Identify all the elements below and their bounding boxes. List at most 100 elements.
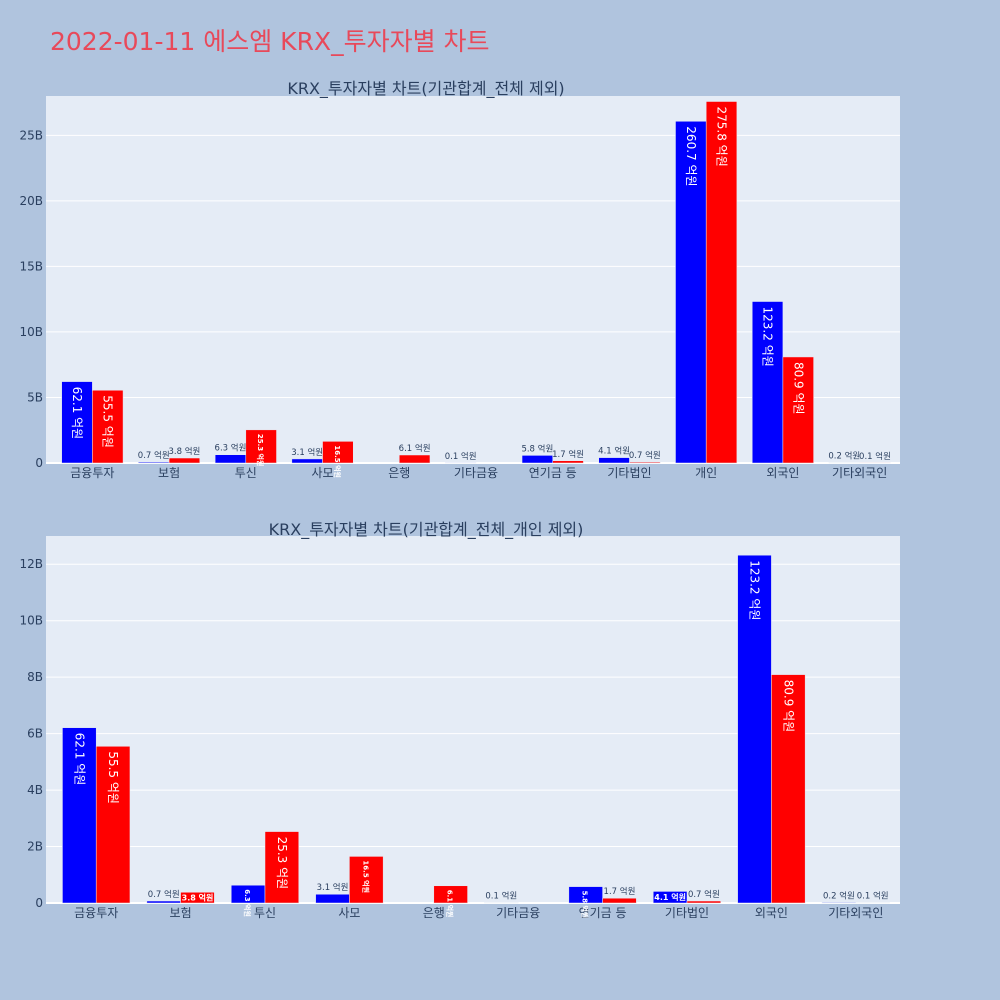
bar	[598, 457, 630, 464]
data-label: 275.8 억원	[715, 107, 729, 167]
bar	[771, 674, 806, 904]
data-label: 16.5 억원	[361, 860, 370, 893]
bar	[782, 356, 814, 464]
bar	[214, 454, 247, 464]
x-tick-label: 금융투자	[74, 906, 118, 920]
data-label: 3.8 억원	[168, 446, 200, 457]
data-label: 260.7 억원	[684, 126, 698, 186]
x-tick-label: 보험	[158, 466, 180, 480]
data-label: 1.7 억원	[604, 886, 636, 897]
bar	[751, 301, 784, 464]
y-tick-label: 10B	[19, 325, 43, 339]
y-tick-label: 4B	[27, 783, 43, 797]
y-tick-label: 0	[35, 456, 43, 470]
y-tick-label: 15B	[19, 259, 43, 273]
x-tick-label: 개인	[695, 466, 717, 480]
chart-title: KRX_투자자별 차트(기관합계_전체 제외)	[287, 79, 564, 99]
data-label: 1.7 억원	[552, 449, 584, 460]
data-label: 0.7 억원	[148, 889, 180, 900]
data-label: 0.1 억원	[857, 891, 889, 902]
y-tick-label: 8B	[27, 670, 43, 684]
chart-2: 0 2B 4B 6B 8B 10B 12B KRX_투자자별 차트(기관합계_전체_개인 제외…	[19, 520, 900, 920]
bar	[62, 727, 97, 904]
bar	[399, 454, 431, 464]
bar	[264, 831, 300, 904]
y-tick-label: 20B	[19, 194, 43, 208]
bar	[291, 458, 323, 464]
x-tick-label: 기타외국인	[832, 466, 887, 480]
bar	[349, 856, 384, 904]
data-label: 6.1 억원	[446, 890, 455, 918]
y-tick-label: 0	[35, 896, 43, 910]
data-label: 5.8 억원	[521, 443, 553, 454]
bar	[245, 429, 277, 464]
data-label: 3.8 억원	[182, 893, 214, 903]
x-tick-label: 은행	[423, 905, 445, 920]
data-label: 0.1 억원	[485, 891, 517, 902]
bar	[705, 101, 738, 464]
data-label: 3.1 억원	[291, 447, 323, 458]
bar	[568, 886, 603, 904]
chart-title: KRX_투자자별 차트(기관합계_전체_개인 제외)	[269, 520, 584, 540]
bar	[686, 900, 722, 904]
data-label: 80.9 억원	[781, 680, 795, 733]
bar	[629, 461, 661, 464]
x-tick-label: 투신	[254, 906, 276, 920]
data-label: 25.3 억원	[275, 837, 289, 890]
data-label: 55.5 억원	[101, 395, 115, 448]
x-tick-label: 외국인	[755, 906, 788, 920]
x-tick-label: 금융투자	[70, 466, 114, 480]
bar	[433, 885, 468, 904]
bar	[61, 381, 93, 464]
bar	[92, 390, 124, 464]
bar	[322, 441, 354, 464]
x-tick-label: 사모	[311, 466, 333, 480]
data-label: 6.1 억원	[399, 443, 431, 454]
bar	[146, 900, 181, 904]
data-label: 80.9 억원	[791, 362, 805, 415]
data-label: 55.5 억원	[106, 751, 120, 804]
bar	[652, 891, 688, 904]
chart-1: 0 5B 10B 15B 20B 25B KRX_투자자별 차트(기관합계_전체 제외) 금융…	[19, 79, 900, 480]
data-label: 16.5 억원	[333, 445, 342, 478]
y-tick-label: 10B	[19, 614, 43, 628]
data-label: 25.3 억원	[256, 434, 265, 467]
bar	[95, 746, 131, 904]
x-tick-label: 기타금융	[454, 466, 498, 480]
data-label: 0.7 억원	[688, 889, 720, 900]
data-label: 123.2 억원	[761, 307, 775, 367]
data-label: 62.1 억원	[70, 387, 84, 440]
data-label: 6.3 억원	[243, 889, 252, 917]
bar	[675, 121, 707, 464]
bar	[602, 897, 637, 904]
page-title: 2022-01-11 에스엠 KRX_투자자별 차트	[50, 27, 490, 56]
x-tick-label: 사모	[338, 906, 360, 920]
x-tick-label: 기타법인	[607, 466, 651, 480]
bar	[138, 461, 170, 464]
data-label: 0.1 억원	[859, 451, 891, 462]
x-tick-label: 기타법인	[665, 906, 709, 920]
data-label: 4.1 억원	[654, 892, 686, 902]
y-tick-label: 5B	[27, 390, 43, 404]
y-tick-label: 12B	[19, 557, 43, 571]
bar	[180, 892, 215, 904]
data-label: 3.1 억원	[317, 882, 349, 893]
data-label: 123.2 억원	[748, 560, 762, 620]
x-tick-label: 보험	[170, 906, 192, 920]
data-label: 62.1 억원	[72, 733, 86, 786]
data-label: 6.3 억원	[215, 443, 247, 454]
y-tick-label: 2B	[27, 840, 43, 854]
data-label: 0.1 억원	[445, 451, 477, 462]
data-label: 0.2 억원	[823, 890, 855, 901]
bar	[737, 554, 772, 904]
x-tick-label: 연기금 등	[529, 466, 577, 480]
bar	[552, 460, 584, 464]
x-tick-label: 연기금 등	[579, 906, 627, 920]
data-label: 0.7 억원	[629, 450, 661, 461]
y-tick-label: 25B	[19, 128, 43, 142]
x-tick-label: 기타외국인	[828, 906, 883, 920]
data-label: 4.1 억원	[598, 446, 630, 457]
data-label: 0.2 억원	[828, 451, 860, 462]
y-tick-label: 6B	[27, 727, 43, 741]
